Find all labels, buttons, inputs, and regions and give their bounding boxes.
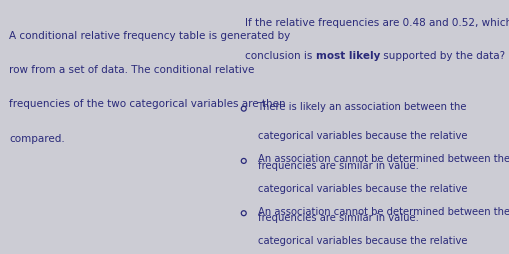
Text: categorical variables because the relative: categorical variables because the relati… — [258, 131, 467, 141]
Text: most likely: most likely — [316, 51, 380, 61]
Text: conclusion is: conclusion is — [245, 51, 316, 61]
Text: supported by the data?: supported by the data? — [380, 51, 505, 61]
Text: frequencies are similar in value.: frequencies are similar in value. — [258, 212, 418, 222]
Text: categorical variables because the relative: categorical variables because the relati… — [258, 235, 467, 245]
Text: frequencies of the two categorical variables are then: frequencies of the two categorical varia… — [9, 99, 286, 109]
Text: frequencies are similar in value.: frequencies are similar in value. — [258, 160, 418, 170]
Text: An association cannot be determined between the: An association cannot be determined betw… — [258, 154, 509, 164]
Text: compared.: compared. — [9, 133, 65, 143]
Text: row from a set of data. The conditional relative: row from a set of data. The conditional … — [9, 65, 254, 75]
Text: There is likely an association between the: There is likely an association between t… — [258, 102, 467, 112]
Text: categorical variables because the relative: categorical variables because the relati… — [258, 183, 467, 193]
Text: If the relative frequencies are 0.48 and 0.52, which: If the relative frequencies are 0.48 and… — [245, 18, 509, 28]
Text: An association cannot be determined between the: An association cannot be determined betw… — [258, 206, 509, 216]
Text: A conditional relative frequency table is generated by: A conditional relative frequency table i… — [9, 30, 291, 40]
